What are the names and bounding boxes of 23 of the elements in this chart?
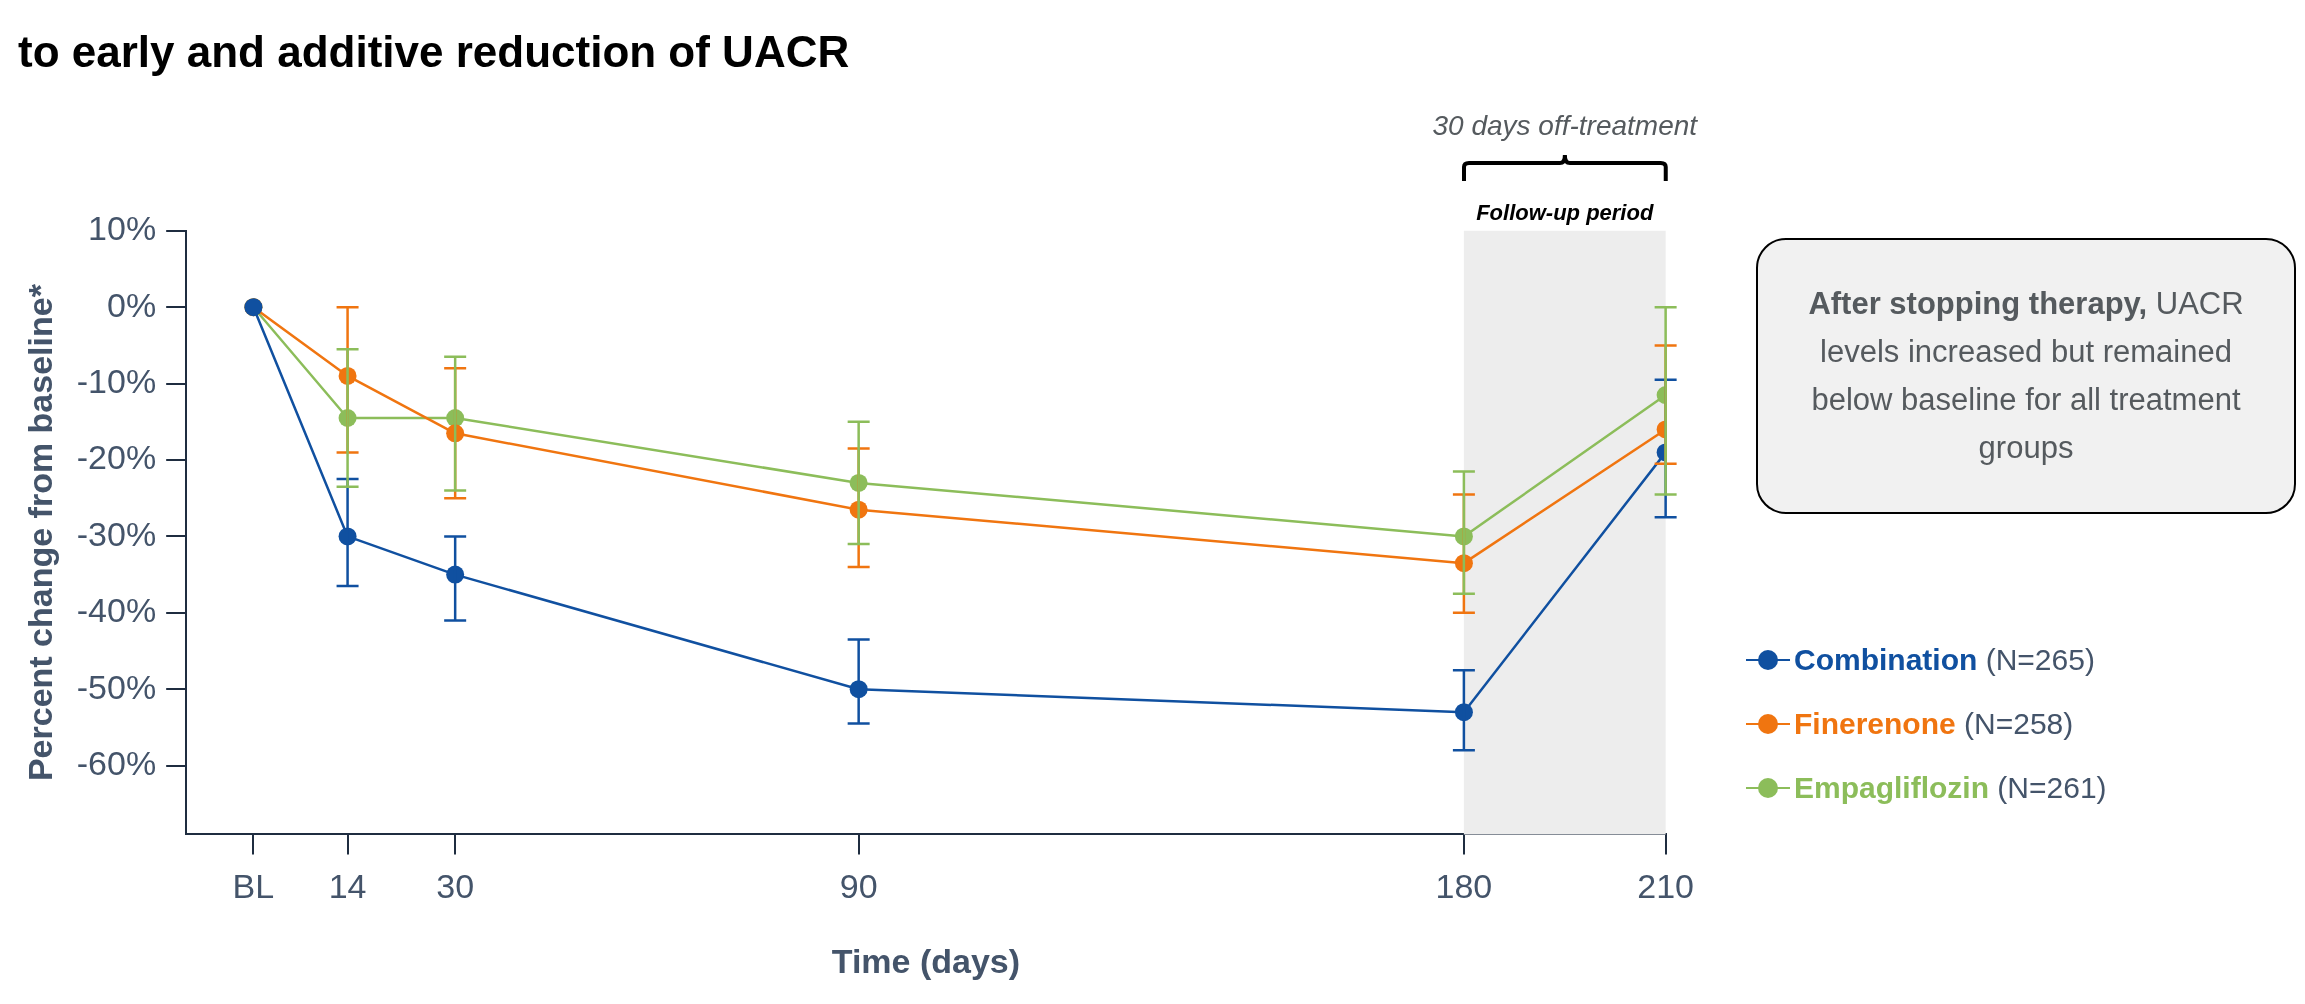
x-tick-label: 210 [1637, 867, 1694, 906]
y-tick-label: -50% [76, 667, 157, 706]
y-tick-label: -30% [76, 514, 157, 553]
y-axis-title: Percent change from baseline* [20, 283, 59, 782]
x-tick-label: BL [232, 867, 275, 906]
y-tick-label: -10% [76, 361, 157, 400]
band-label: Follow-up period [1476, 199, 1654, 225]
y-tick-label: -60% [76, 744, 157, 783]
text: 30 days off-treatment [1432, 109, 1699, 141]
x-tick-label: 180 [1435, 867, 1493, 906]
x-tick-label: 90 [839, 867, 878, 906]
y-tick-label: -40% [76, 591, 157, 630]
y-tick-label: 0% [107, 285, 157, 324]
legend-label: Combination (N=265) [1794, 643, 2095, 677]
legend-label: Finerenone (N=258) [1794, 707, 2074, 741]
text: After stopping therapy, UACR levels increased but remained below baseline for all treatment groups [1756, 238, 2296, 515]
y-tick-label: 10% [88, 209, 157, 248]
chart-title: to early and additive reduction of UACR [18, 26, 850, 76]
y-tick-label: -20% [76, 438, 157, 477]
x-tick-label: 14 [328, 867, 367, 906]
legend-label: Empagliflozin (N=261) [1794, 771, 2107, 805]
x-axis-title: Time (days) [831, 941, 1021, 980]
x-tick-label: 30 [436, 867, 475, 906]
